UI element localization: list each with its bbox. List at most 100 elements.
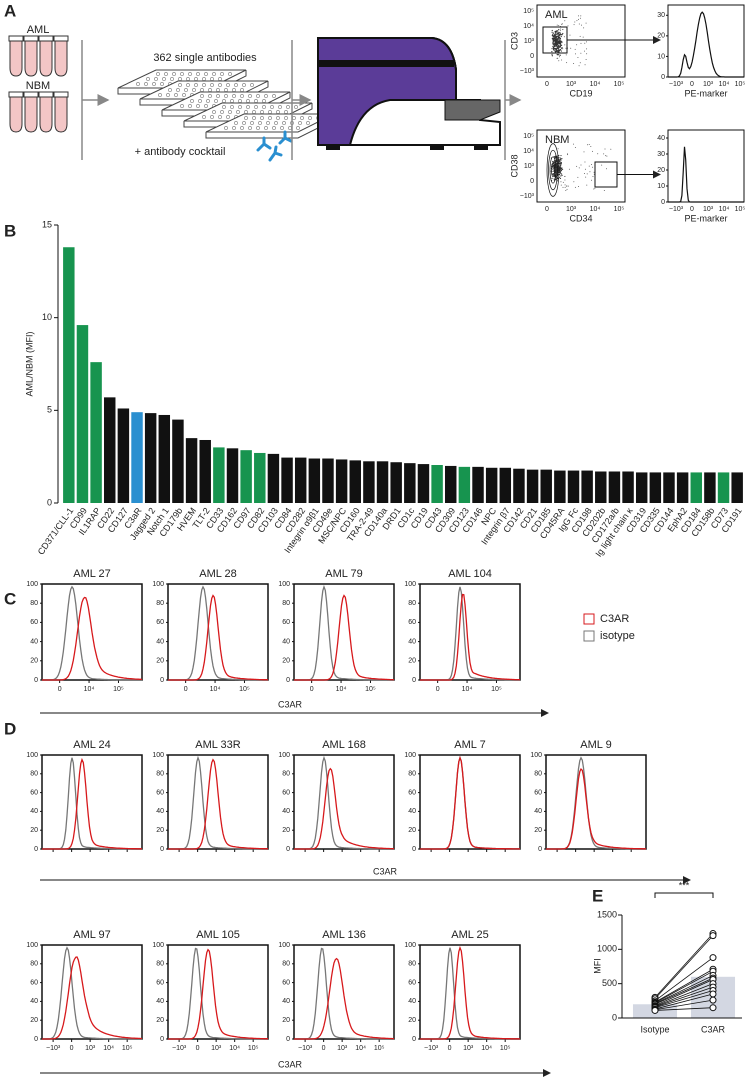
- event: [583, 173, 585, 175]
- event: [584, 64, 586, 66]
- well: [236, 110, 240, 114]
- event: [553, 178, 555, 180]
- event: [586, 184, 588, 186]
- x-tick-label: 10⁴: [481, 1045, 492, 1052]
- y-tick-label: 80: [408, 600, 416, 607]
- event: [565, 54, 567, 56]
- bar: [445, 465, 457, 503]
- well: [264, 94, 268, 98]
- x-tick-label: 10⁵: [122, 1045, 133, 1052]
- y-tick-label: 10: [657, 53, 665, 60]
- well: [294, 105, 298, 109]
- y-tick-label: 100: [530, 752, 542, 759]
- well: [224, 126, 228, 130]
- x-tick-label: 10³: [85, 1045, 96, 1052]
- c3ar-curve: [168, 594, 269, 681]
- well: [248, 94, 252, 98]
- bar: [581, 470, 593, 503]
- y-tick-label: 80: [30, 600, 38, 607]
- y-tick-label: 60: [30, 619, 38, 626]
- event: [559, 159, 561, 161]
- event: [610, 148, 612, 150]
- x-tick-label: 10³: [703, 81, 714, 88]
- event: [580, 42, 582, 44]
- event: [557, 161, 559, 163]
- event: [560, 172, 562, 174]
- x-tick-label: 0: [196, 1045, 200, 1052]
- y-tick-label: 100: [26, 942, 38, 949]
- event: [559, 157, 561, 159]
- event: [561, 59, 563, 61]
- tube-label: AML: [27, 24, 50, 36]
- event: [560, 170, 562, 172]
- pair-line: [654, 975, 714, 1004]
- tube-cap: [53, 35, 69, 42]
- x-tick-label: −10³: [172, 1045, 187, 1052]
- bar: [63, 247, 75, 503]
- y-tick-label: 20: [534, 827, 542, 834]
- bar: [717, 472, 730, 503]
- well: [234, 121, 238, 125]
- x-tick-label: 10⁵: [500, 1045, 511, 1052]
- y-tick-label: 10: [42, 312, 52, 322]
- event: [554, 176, 556, 178]
- pair-line: [654, 1007, 714, 1011]
- hist-frame: [667, 4, 745, 78]
- event: [567, 154, 569, 156]
- y-tick-label: 500: [602, 978, 617, 988]
- event: [555, 35, 558, 37]
- well: [208, 94, 212, 98]
- tube: [24, 39, 38, 77]
- event: [578, 167, 580, 169]
- event: [603, 189, 605, 191]
- well: [284, 116, 288, 120]
- well: [202, 115, 206, 119]
- pair-line: [654, 935, 714, 1000]
- event: [552, 37, 554, 39]
- well: [184, 88, 188, 92]
- event: [559, 40, 561, 42]
- c3ar-curve: [168, 758, 269, 850]
- event: [567, 25, 569, 27]
- tube-cap: [23, 35, 39, 42]
- well: [220, 110, 224, 114]
- well: [228, 72, 232, 76]
- event: [556, 33, 558, 36]
- point: [709, 1004, 717, 1012]
- well: [272, 94, 276, 98]
- x-tick-label: 10⁵: [113, 686, 124, 693]
- event: [591, 150, 593, 152]
- event: [558, 48, 560, 50]
- x-tick-label: 10⁴: [355, 1045, 366, 1052]
- y-tick-label: 10³: [524, 38, 535, 45]
- x-tick-label: 10⁴: [590, 81, 601, 88]
- event: [583, 27, 585, 29]
- tube: [39, 95, 53, 133]
- pair-line: [654, 986, 714, 1008]
- well: [188, 104, 192, 108]
- plate-text: 362 single antibodies: [153, 52, 257, 64]
- y-tick-label: 0: [612, 1012, 617, 1022]
- c3ar-curve: [420, 755, 520, 850]
- y-tick-label: 20: [30, 1017, 38, 1024]
- x-tick-label: 10⁴: [210, 686, 221, 693]
- well: [210, 115, 214, 119]
- well: [240, 126, 244, 130]
- well: [188, 72, 192, 76]
- event: [580, 52, 582, 54]
- x-tick-label: 10³: [566, 81, 577, 88]
- y-tick-label: 40: [408, 638, 416, 645]
- well: [250, 121, 254, 125]
- well: [196, 104, 200, 108]
- cytometer: [316, 37, 501, 150]
- x-tick-label: 10⁴: [103, 1045, 114, 1052]
- y-tick-label: 40: [408, 998, 416, 1005]
- event: [605, 155, 607, 157]
- bar: [254, 452, 266, 503]
- x-tick-label: 0: [70, 1045, 74, 1052]
- event: [597, 153, 599, 155]
- well: [194, 83, 198, 87]
- panel-label: C: [4, 589, 16, 608]
- x-tick-label: 10⁵: [365, 686, 376, 693]
- tube: [54, 39, 68, 77]
